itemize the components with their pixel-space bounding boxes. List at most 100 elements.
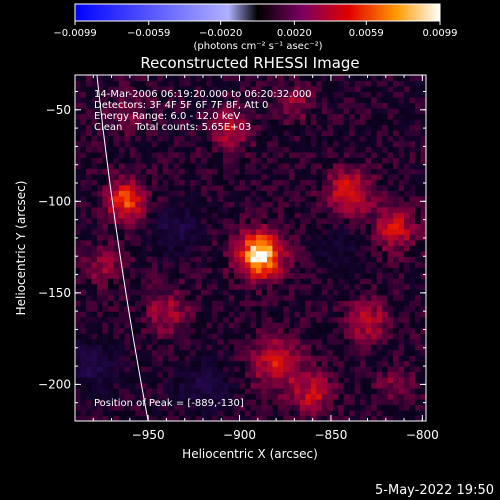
heatmap-cell [96,377,104,384]
heatmap-cell [179,267,186,274]
heatmap-cell [305,129,312,137]
heatmap-cell [283,234,290,241]
heatmap-cell [382,388,389,395]
heatmap-cell [250,179,257,186]
heatmap-cell [107,102,114,109]
heatmap-cell [228,349,235,356]
heatmap-cell [85,173,93,180]
heatmap-cell [404,113,411,120]
heatmap-cell [398,157,405,164]
heatmap-cell [382,162,389,169]
heatmap-cell [360,245,367,252]
x-tick-label: −900 [223,428,256,442]
heatmap-cell [190,146,197,153]
heatmap-cell [129,113,136,120]
heatmap-cell [409,195,416,202]
heatmap-cell [80,217,87,224]
heatmap-cell [201,151,208,158]
heatmap-cell [85,151,93,158]
heatmap-cell [245,349,252,356]
heatmap-cell [190,333,197,340]
heatmap-cell [277,360,284,367]
heatmap-cell [343,404,350,411]
heatmap-cell [190,415,197,421]
heatmap-cell [321,179,328,186]
heatmap-cell [283,245,290,252]
heatmap-cell [382,234,389,241]
heatmap-cell [140,223,147,230]
heatmap-cell [354,129,361,137]
heatmap-cell [321,75,328,82]
heatmap-cell [283,206,290,213]
heatmap-cell [91,278,98,285]
heatmap-cell [206,355,213,362]
heatmap-cell [327,388,334,395]
heatmap-cell [371,113,378,120]
heatmap-cell [217,135,224,142]
heatmap-cell [415,272,422,279]
heatmap-cell [217,85,224,93]
heatmap-cell [173,234,180,241]
heatmap-cell [354,410,361,417]
heatmap-cell [288,80,295,87]
heatmap-cell [151,179,158,186]
heatmap-cell [239,75,246,82]
heatmap-cell [404,245,411,252]
heatmap-cell [107,135,114,142]
heatmap-cell [245,399,252,406]
heatmap-cell [266,382,274,389]
heatmap-cell [288,206,295,213]
heatmap-cell [162,146,169,153]
heatmap-cell [228,118,235,126]
heatmap-cell [85,316,93,323]
heatmap-cell [382,338,389,345]
heatmap-cell [96,201,104,208]
heatmap-cell [338,404,345,411]
heatmap-cell [343,261,350,268]
heatmap-cell [332,212,339,219]
heatmap-cell [277,256,284,263]
heatmap-cell [338,91,345,98]
heatmap-cell [239,195,246,202]
heatmap-cell [349,162,356,169]
heatmap-cell [239,322,246,329]
heatmap-cell [409,360,416,367]
heatmap-cell [250,151,257,158]
heatmap-cell [157,184,164,191]
heatmap-cell [283,129,290,137]
heatmap-cell [376,212,383,219]
heatmap-cell [294,250,301,257]
heatmap-cell [179,382,186,389]
heatmap-cell [360,261,367,268]
heatmap-cell [393,168,400,175]
heatmap-cell [168,75,175,82]
heatmap-cell [124,80,131,87]
heatmap-cell [75,316,82,323]
heatmap-cell [332,410,339,417]
heatmap-cell [228,228,235,235]
heatmap-cell [173,256,180,263]
heatmap-cell [102,415,109,421]
heatmap-cell [266,289,274,296]
heatmap-cell [173,228,180,235]
heatmap-cell [85,410,93,417]
heatmap-cell [255,179,263,186]
heatmap-cell [409,245,416,252]
heatmap-cell [387,399,394,406]
heatmap-cell [338,393,345,400]
heatmap-cell [398,195,405,202]
heatmap-cell [299,355,306,362]
heatmap-cell [299,322,306,329]
heatmap-cell [310,118,317,126]
heatmap-cell [316,393,323,400]
heatmap-cell [190,140,197,147]
heatmap-cell [212,311,219,318]
heatmap-cell [294,190,301,197]
heatmap-cell [409,173,416,180]
heatmap-cell [338,162,345,169]
heatmap-cell [168,371,175,378]
heatmap-cell [75,96,82,104]
heatmap-cell [321,371,328,378]
heatmap-cell [80,278,87,285]
heatmap-cell [415,283,422,290]
